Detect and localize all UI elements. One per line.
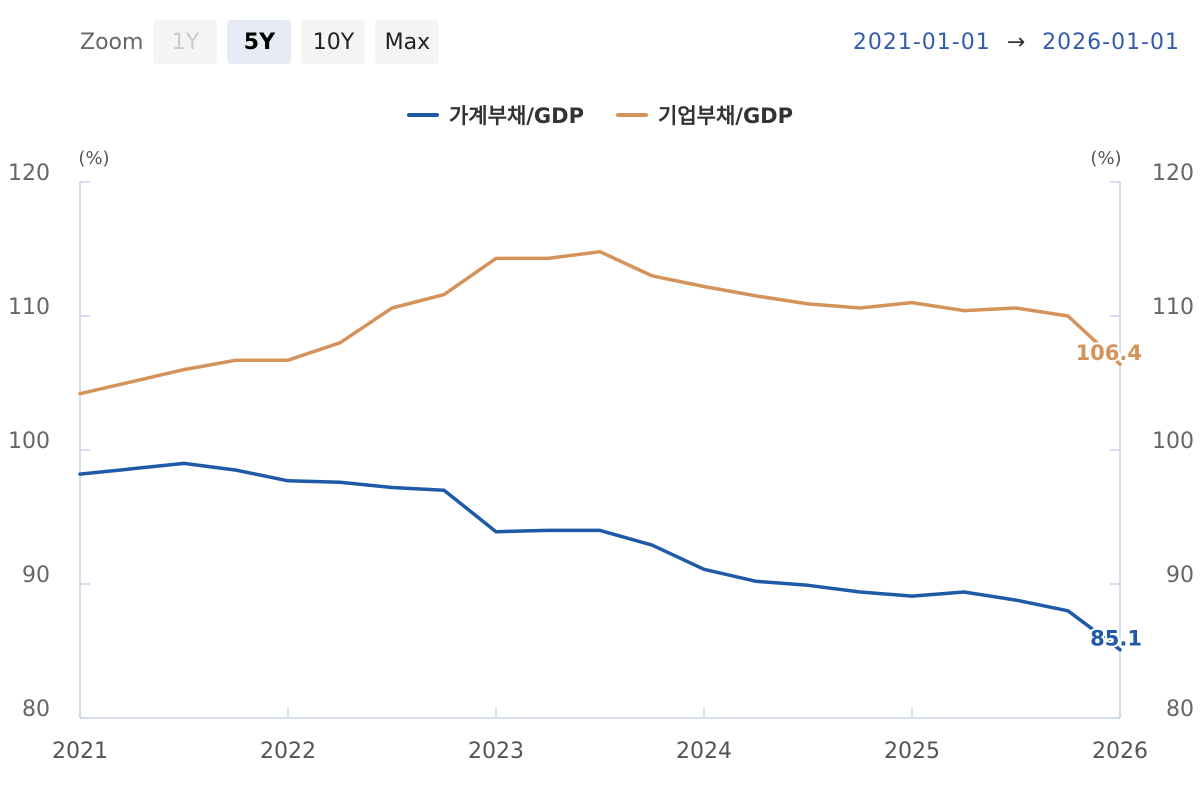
zoom-1y-button[interactable]: 1Y — [153, 20, 218, 64]
legend-swatch-household — [406, 113, 439, 117]
left-y-tick-label: 120 — [8, 161, 50, 186]
zoom-10y-button[interactable]: 10Y — [301, 20, 366, 64]
left-y-tick-label: 90 — [22, 563, 50, 588]
x-tick-label: 2022 — [260, 739, 316, 764]
left-axis-unit: (%) — [78, 148, 109, 169]
date-range: 2021-01-01 → 2026-01-01 — [853, 22, 1180, 62]
zoom-max-button[interactable]: Max — [375, 20, 440, 64]
x-tick-label: 2025 — [884, 739, 940, 764]
legend-item-household[interactable]: 가계부채/GDP — [406, 100, 584, 130]
legend-label-household: 가계부채/GDP — [448, 104, 584, 128]
range-from-input[interactable]: 2021-01-01 — [852, 29, 991, 55]
zoom-5y-button[interactable]: 5Y — [227, 20, 292, 64]
zoom-toolbar: Zoom 1Y 5Y 10Y Max — [80, 20, 449, 64]
x-tick-label: 2023 — [468, 739, 524, 764]
right-y-tick-label: 80 — [1166, 697, 1194, 722]
series-line-household — [78, 461, 1122, 652]
x-tick-label: 2026 — [1092, 739, 1148, 764]
series-end-label-corporate: 106.4 — [1076, 341, 1142, 365]
right-y-tick-label: 100 — [1152, 429, 1194, 454]
right-y-tick-label: 90 — [1166, 563, 1194, 588]
legend-swatch-corporate — [616, 113, 648, 117]
series-line-corporate — [78, 249, 1122, 396]
series-end-label-household: 85.1 — [1090, 627, 1142, 651]
left-y-tick-label: 80 — [22, 697, 50, 722]
left-y-tick-label: 100 — [8, 429, 50, 454]
legend-label-corporate: 기업부채/GDP — [658, 104, 794, 128]
legend-item-corporate[interactable]: 기업부채/GDP — [616, 100, 793, 130]
right-y-tick-label: 110 — [1152, 295, 1194, 320]
right-y-tick-label: 120 — [1152, 161, 1194, 186]
range-arrow: → — [1006, 29, 1027, 55]
left-y-tick-label: 110 — [8, 295, 50, 320]
right-axis-unit: (%) — [1090, 148, 1121, 169]
zoom-label: Zoom — [80, 29, 144, 55]
x-tick-label: 2021 — [52, 739, 108, 764]
chart-legend: 가계부채/GDP 기업부채/GDP — [0, 100, 1200, 130]
x-tick-label: 2024 — [676, 739, 732, 764]
range-to-input[interactable]: 2026-01-01 — [1042, 29, 1180, 55]
